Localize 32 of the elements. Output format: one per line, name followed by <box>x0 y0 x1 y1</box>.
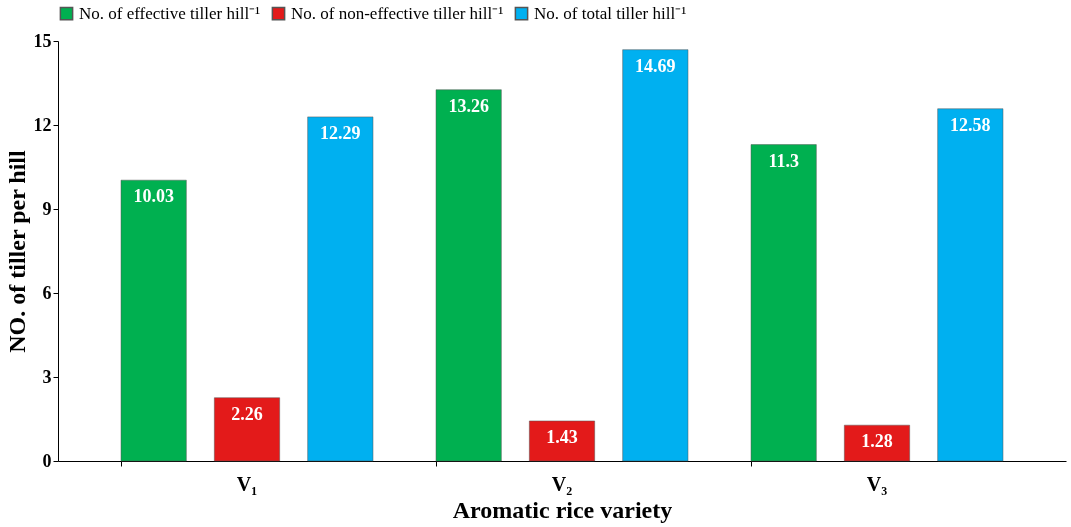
legend-label: No. of total tiller hill⁻¹ <box>534 3 687 23</box>
data-label: 14.69 <box>635 55 676 76</box>
y-tick-label: 15 <box>33 30 52 51</box>
bar <box>844 424 910 462</box>
data-label: 1.43 <box>546 426 578 447</box>
legend-label: No. of effective tiller hill⁻¹ <box>79 3 261 23</box>
x-tick-label: V₃ <box>866 472 888 495</box>
bar <box>529 420 595 462</box>
data-label: 13.26 <box>448 95 489 116</box>
y-tick-label: 9 <box>42 198 52 219</box>
bar <box>750 144 817 462</box>
y-tick-label: 3 <box>42 366 52 387</box>
bar <box>307 116 374 462</box>
y-tick-label: 0 <box>42 450 52 471</box>
bar <box>214 397 280 462</box>
y-axis-title: NO. of tiller per hill <box>3 149 30 353</box>
bar <box>622 49 689 462</box>
legend-label: No. of non-effective tiller hill⁻¹ <box>291 3 504 23</box>
bar <box>937 108 1004 462</box>
data-label: 2.26 <box>231 403 263 424</box>
y-tick-label: 6 <box>42 282 52 303</box>
data-label: 12.29 <box>320 122 361 143</box>
bar <box>435 89 502 462</box>
data-label: 10.03 <box>133 186 174 207</box>
x-tick-label: V₁ <box>236 472 258 495</box>
data-label: 12.58 <box>950 114 991 135</box>
data-label: 1.28 <box>861 431 893 452</box>
x-tick-label: V₂ <box>551 472 573 495</box>
y-tick-label: 12 <box>33 114 52 135</box>
x-axis-title: Aromatic rice variety <box>452 496 673 523</box>
bar <box>120 179 187 462</box>
data-label: 11.3 <box>768 150 799 171</box>
